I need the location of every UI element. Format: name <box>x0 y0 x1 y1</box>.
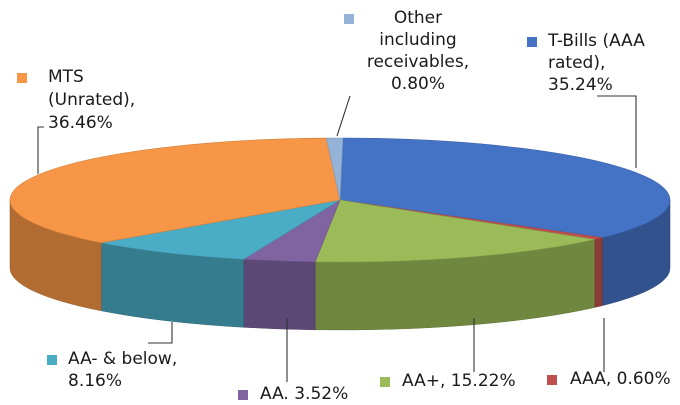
legend-marker-aa-below <box>47 355 57 365</box>
data-label-t-bills-aaa-rated: T-Bills (AAA <box>547 31 645 51</box>
data-label-aa: AA+, 15.22% <box>402 371 516 391</box>
data-label-other-including-receivables: receivables, <box>367 52 469 72</box>
data-label-aa-below: 8.16% <box>68 371 122 391</box>
data-label-mts-unrated: MTS <box>48 67 84 87</box>
pie-body <box>10 138 670 330</box>
data-label-mts-unrated: 36.46% <box>48 113 113 133</box>
data-label-other-including-receivables: Other <box>394 8 442 28</box>
data-label-t-bills-aaa-rated: rated), <box>548 53 605 73</box>
data-label-aa-below: AA- & below, <box>68 349 177 369</box>
leader-line-other-including-receivables <box>337 96 350 136</box>
data-label-aa: AA. 3.52% <box>260 384 348 404</box>
data-label-mts-unrated: (Unrated), <box>48 90 135 110</box>
legend-marker-other-including-receivables <box>344 14 354 24</box>
data-label-aaa: AAA, 0.60% <box>570 369 671 389</box>
data-label-other-including-receivables: 0.80% <box>391 74 445 94</box>
leader-line-mts-unrated <box>38 127 44 174</box>
legend-marker-aaa <box>547 375 557 385</box>
data-label-t-bills-aaa-rated: 35.24% <box>548 75 613 95</box>
data-label-other-including-receivables: including <box>379 30 456 50</box>
legend-marker-aa <box>238 390 248 400</box>
slice-side-aa <box>244 259 316 330</box>
legend-marker-mts-unrated <box>17 73 27 83</box>
legend-marker-t-bills-aaa-rated <box>527 37 537 47</box>
legend-marker-aa <box>380 377 390 387</box>
slice-side-aaa <box>595 238 603 308</box>
leader-line-aa-below <box>148 322 172 343</box>
leader-line-t-bills-aaa-rated <box>597 96 636 168</box>
